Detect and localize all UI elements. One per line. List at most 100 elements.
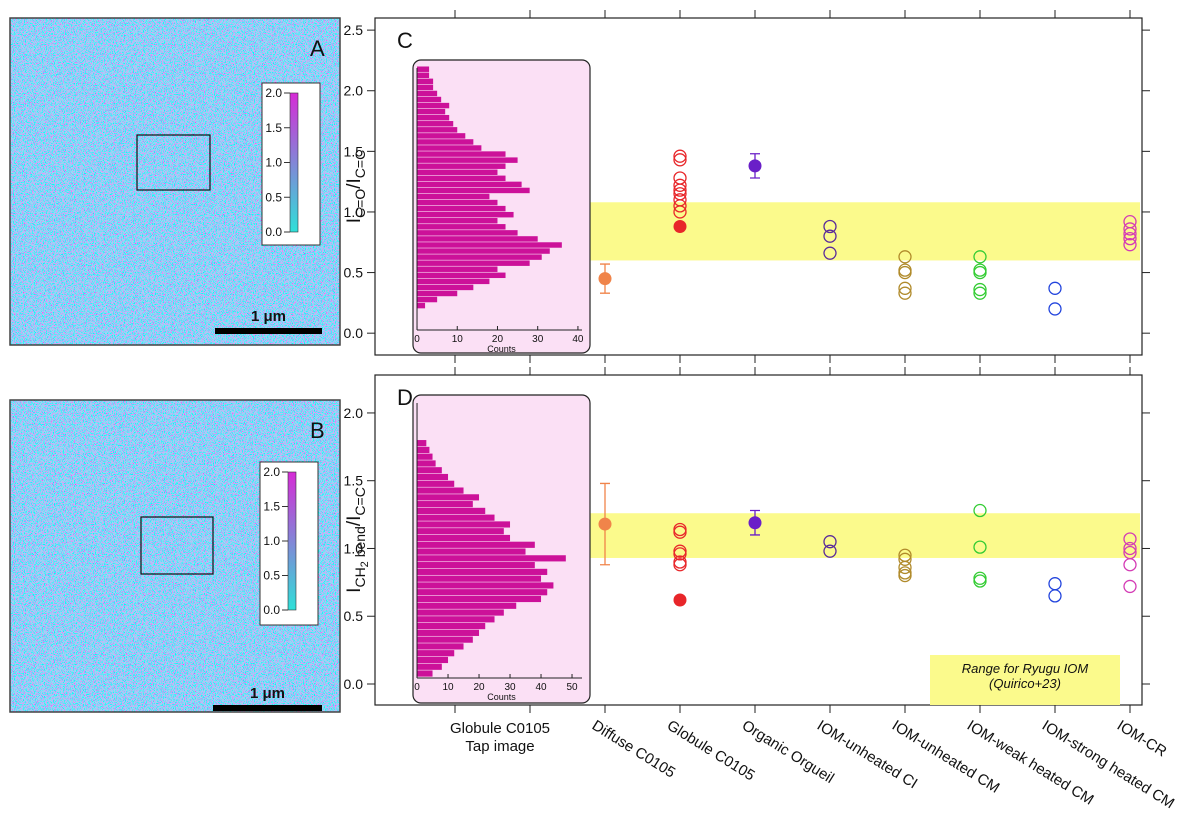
y-axis-label-part: I <box>344 588 365 593</box>
region-box <box>136 134 211 191</box>
colorbar-tick-label: 0.0 <box>265 225 282 239</box>
colorbar-tick-label: 0.5 <box>265 190 282 204</box>
inset-tick-label: 20 <box>473 682 485 693</box>
y-tick-label: 0.5 <box>344 608 364 624</box>
histogram-bar <box>417 84 434 91</box>
histogram-bar <box>417 78 434 85</box>
histogram-bar <box>417 446 430 454</box>
open-marker <box>1123 532 1137 546</box>
open-marker <box>973 250 987 264</box>
histogram-bar <box>417 254 542 260</box>
annotation-box <box>930 655 1120 705</box>
histogram-bar <box>417 114 450 121</box>
histogram-bar <box>417 133 466 139</box>
open-marker <box>673 547 687 561</box>
colorbar-tick-label: 0.0 <box>263 603 280 617</box>
y-tick-label: 0.0 <box>344 676 364 692</box>
histogram-bar <box>417 199 498 206</box>
histogram-bar <box>417 102 450 109</box>
histogram-bar <box>417 670 433 677</box>
open-marker <box>673 558 687 572</box>
y-tick-label: 2.0 <box>344 405 364 421</box>
histogram-bar <box>417 151 506 157</box>
category-label: IOM-weak heated CM <box>964 717 1097 809</box>
histogram-bar <box>417 96 442 103</box>
histogram-bar <box>417 589 548 596</box>
histogram-bar <box>417 66 430 72</box>
open-marker <box>673 149 687 163</box>
histogram-bar <box>417 582 554 589</box>
annotation-text: Range for Ryugu IOM <box>962 661 1089 676</box>
histogram-bar <box>417 230 518 236</box>
inset-tick-label: 0 <box>414 682 420 693</box>
filled-marker <box>598 517 612 531</box>
open-marker <box>898 560 912 575</box>
histogram-bar <box>417 548 526 555</box>
y-axis-label-part: /I <box>344 516 365 527</box>
histogram-bar <box>417 487 464 494</box>
open-marker <box>898 281 912 295</box>
histogram-bar <box>417 127 458 133</box>
open-marker <box>898 265 912 280</box>
y-tick-label: 2.5 <box>344 22 364 38</box>
open-marker <box>1123 558 1137 572</box>
histogram-bar <box>417 650 455 657</box>
filled-marker <box>748 159 762 173</box>
histogram-bar <box>417 157 518 163</box>
histogram-bar <box>417 242 562 248</box>
panel-label: B <box>310 418 325 443</box>
panel-label: D <box>397 385 413 410</box>
y-axis-label-part: I <box>344 218 365 223</box>
histogram-bar <box>417 296 438 303</box>
open-marker <box>973 286 987 300</box>
histogram-bar <box>417 236 538 242</box>
y-tick-label: 1.0 <box>344 204 364 220</box>
histogram-bar <box>417 575 542 582</box>
histogram-bar <box>417 555 566 562</box>
open-marker <box>673 199 687 213</box>
histogram-bar <box>417 163 506 169</box>
open-marker <box>1048 589 1062 603</box>
filled-marker <box>673 593 687 607</box>
category-label: IOM-strong heated CM <box>1039 717 1177 812</box>
scale-bar-label: 1 μm <box>251 308 286 325</box>
histogram-bar <box>417 595 542 603</box>
inset-tick-label: 40 <box>535 682 547 693</box>
histogram-bar <box>417 145 482 151</box>
inset-x-label: Counts <box>487 344 516 354</box>
open-marker <box>973 265 987 280</box>
colorbar <box>287 471 297 611</box>
open-marker <box>823 246 837 260</box>
histogram-bar <box>417 211 514 218</box>
histogram-bar <box>417 181 522 188</box>
inset-tick-label: 20 <box>492 334 504 345</box>
histogram-bar <box>417 609 504 616</box>
open-marker <box>898 552 912 566</box>
histogram-bar <box>417 514 495 521</box>
histogram-bar <box>417 290 458 297</box>
open-marker <box>1123 227 1137 241</box>
histogram-bar <box>417 473 449 481</box>
open-marker <box>673 183 687 197</box>
y-axis-label-part: bend <box>352 526 368 561</box>
map-frame <box>9 399 341 713</box>
inset-caption: Tap image <box>465 738 534 755</box>
open-marker <box>973 282 987 297</box>
histogram-bar <box>417 494 480 501</box>
inset-tick-label: 40 <box>572 334 584 345</box>
y-tick-label: 0.5 <box>344 265 364 281</box>
filled-marker <box>598 272 612 286</box>
annotation-text: (Quirico+23) <box>989 676 1061 691</box>
histogram-bar <box>417 460 436 467</box>
scale-bar-label: 1 μm <box>250 685 285 702</box>
histogram-bar <box>417 480 455 487</box>
histogram-bar <box>417 224 506 230</box>
colorbar-tick-label: 2.0 <box>263 465 280 479</box>
y-tick-label: 0.0 <box>344 325 364 341</box>
colorbar-tick-label: 1.5 <box>263 500 280 514</box>
open-marker <box>823 535 837 549</box>
histogram-bar <box>417 663 442 670</box>
inset-tick-label: 50 <box>566 682 578 693</box>
y-tick-label: 1.5 <box>344 473 364 489</box>
histogram-bar <box>417 521 511 528</box>
